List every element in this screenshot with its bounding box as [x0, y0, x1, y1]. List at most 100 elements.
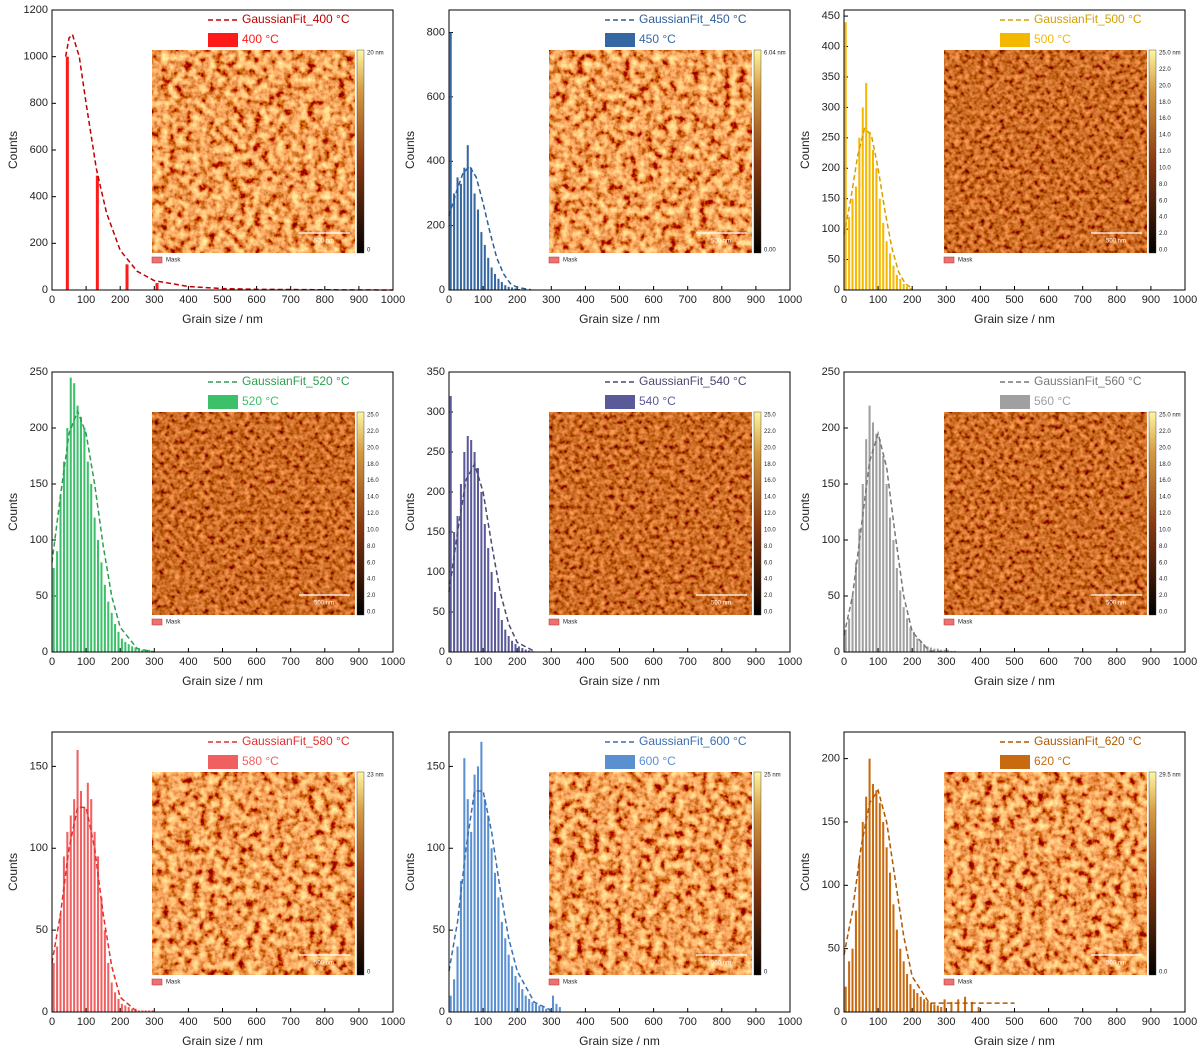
bar [882, 821, 885, 1012]
bar [511, 287, 514, 290]
x-tick-label: 600 [1039, 656, 1057, 668]
colorbar-label: 16.0 [367, 478, 379, 484]
x-tick-label: 100 [77, 656, 95, 668]
bar [453, 532, 456, 652]
colorbar-label: 8.0 [764, 544, 773, 550]
bar [899, 279, 902, 290]
y-axis-label: Counts [6, 131, 20, 169]
bar [909, 984, 912, 1012]
x-axis-label: Grain size / nm [579, 1034, 660, 1046]
mask-label: Mask [563, 258, 578, 264]
bar [449, 396, 452, 652]
mask-label: Mask [563, 980, 578, 986]
x-tick-label: 200 [903, 1016, 921, 1028]
plot-frame [51, 731, 394, 1013]
bar [459, 484, 462, 652]
y-tick-label: 150 [30, 478, 48, 490]
panel: 0 100 200 300 400 500 600 700 800 900 1000 0 200 400 6… [6, 4, 405, 326]
bar [895, 929, 898, 1012]
x-tick-label: 300 [937, 294, 955, 306]
legend-label: 400 °C [242, 32, 279, 46]
bar [865, 796, 868, 1012]
y-tick-label: 100 [427, 842, 445, 854]
y-tick-label: 150 [427, 526, 445, 538]
colorbar [753, 411, 762, 616]
colorbar-label: 25.0 nm [1159, 51, 1181, 57]
afm-image [152, 50, 355, 253]
bar [494, 273, 497, 290]
bar [93, 517, 96, 652]
bar [906, 618, 909, 652]
x-tick-label: 200 [903, 294, 921, 306]
bar [906, 286, 909, 290]
colorbar-label: 22.0 [367, 429, 379, 435]
bar [59, 913, 62, 1012]
bar [511, 966, 514, 1012]
legend-swatch [605, 395, 635, 409]
panel: 0 100 200 300 400 500 600 700 800 900 1000 0 50 100 15… [798, 366, 1197, 688]
x-tick-label: 600 [644, 294, 662, 306]
panel: 0 100 200 300 400 500 600 700 800 900 1000 0 50 100 15… [798, 731, 1197, 1048]
bar [487, 548, 490, 652]
y-tick-label: 400 [822, 40, 840, 52]
bar [483, 244, 486, 290]
bar [86, 782, 89, 1012]
x-tick-label: 400 [576, 294, 594, 306]
x-tick-label: 800 [316, 294, 334, 306]
colorbar [1148, 771, 1157, 976]
colorbar [753, 771, 762, 976]
bar [500, 921, 503, 1012]
bar [83, 807, 86, 1012]
bar [936, 648, 939, 652]
bar [500, 281, 503, 290]
y-tick-label: 100 [822, 223, 840, 235]
x-tick-label: 100 [474, 1016, 492, 1028]
scale-bar-label: 500 nm [1106, 961, 1126, 967]
y-tick-label: 800 [30, 97, 48, 109]
bar [504, 629, 507, 652]
y-tick-label: 200 [822, 753, 840, 765]
colorbar-label: 16.0 [1159, 478, 1171, 484]
y-tick-label: 250 [427, 446, 445, 458]
colorbar-label: 23 nm [367, 773, 384, 779]
bar [120, 638, 123, 652]
bar [977, 1006, 980, 1012]
x-tick-label: 700 [679, 1016, 697, 1028]
bar [100, 897, 103, 1012]
bar [500, 620, 503, 652]
colorbar [356, 411, 365, 616]
bar [144, 1010, 147, 1012]
colorbar-label: 4.0 [764, 577, 773, 583]
colorbar-label: 4.0 [1159, 215, 1168, 221]
x-tick-label: 200 [111, 1016, 129, 1028]
panel: 0 100 200 300 400 500 600 700 800 900 1000 0 50 100 15… [6, 366, 405, 688]
mask-label: Mask [958, 258, 973, 264]
legend-swatch [208, 395, 238, 409]
mask-swatch [943, 978, 955, 986]
legend-label: 580 °C [242, 754, 279, 768]
fit-line [448, 790, 552, 1012]
x-tick-label: 0 [841, 1016, 847, 1028]
bar [844, 986, 847, 1012]
x-tick-label: 800 [1108, 656, 1126, 668]
y-tick-label: 0 [834, 1006, 840, 1018]
bar [507, 954, 510, 1012]
bar [144, 650, 147, 652]
bar [120, 1003, 123, 1012]
bar [521, 648, 524, 652]
y-tick-label: 0 [834, 646, 840, 658]
bar [110, 982, 113, 1012]
bar [456, 177, 459, 290]
bar [480, 492, 483, 652]
afm-image [152, 412, 355, 615]
x-axis-label: Grain size / nm [974, 312, 1055, 326]
bar [480, 232, 483, 290]
x-tick-label: 200 [508, 294, 526, 306]
bar [912, 631, 915, 652]
x-tick-label: 1000 [1173, 294, 1197, 306]
y-tick-label: 200 [30, 237, 48, 249]
y-tick-label: 0 [42, 284, 48, 296]
afm-image [549, 412, 752, 615]
x-tick-label: 100 [869, 1016, 887, 1028]
mask-label: Mask [166, 980, 181, 986]
